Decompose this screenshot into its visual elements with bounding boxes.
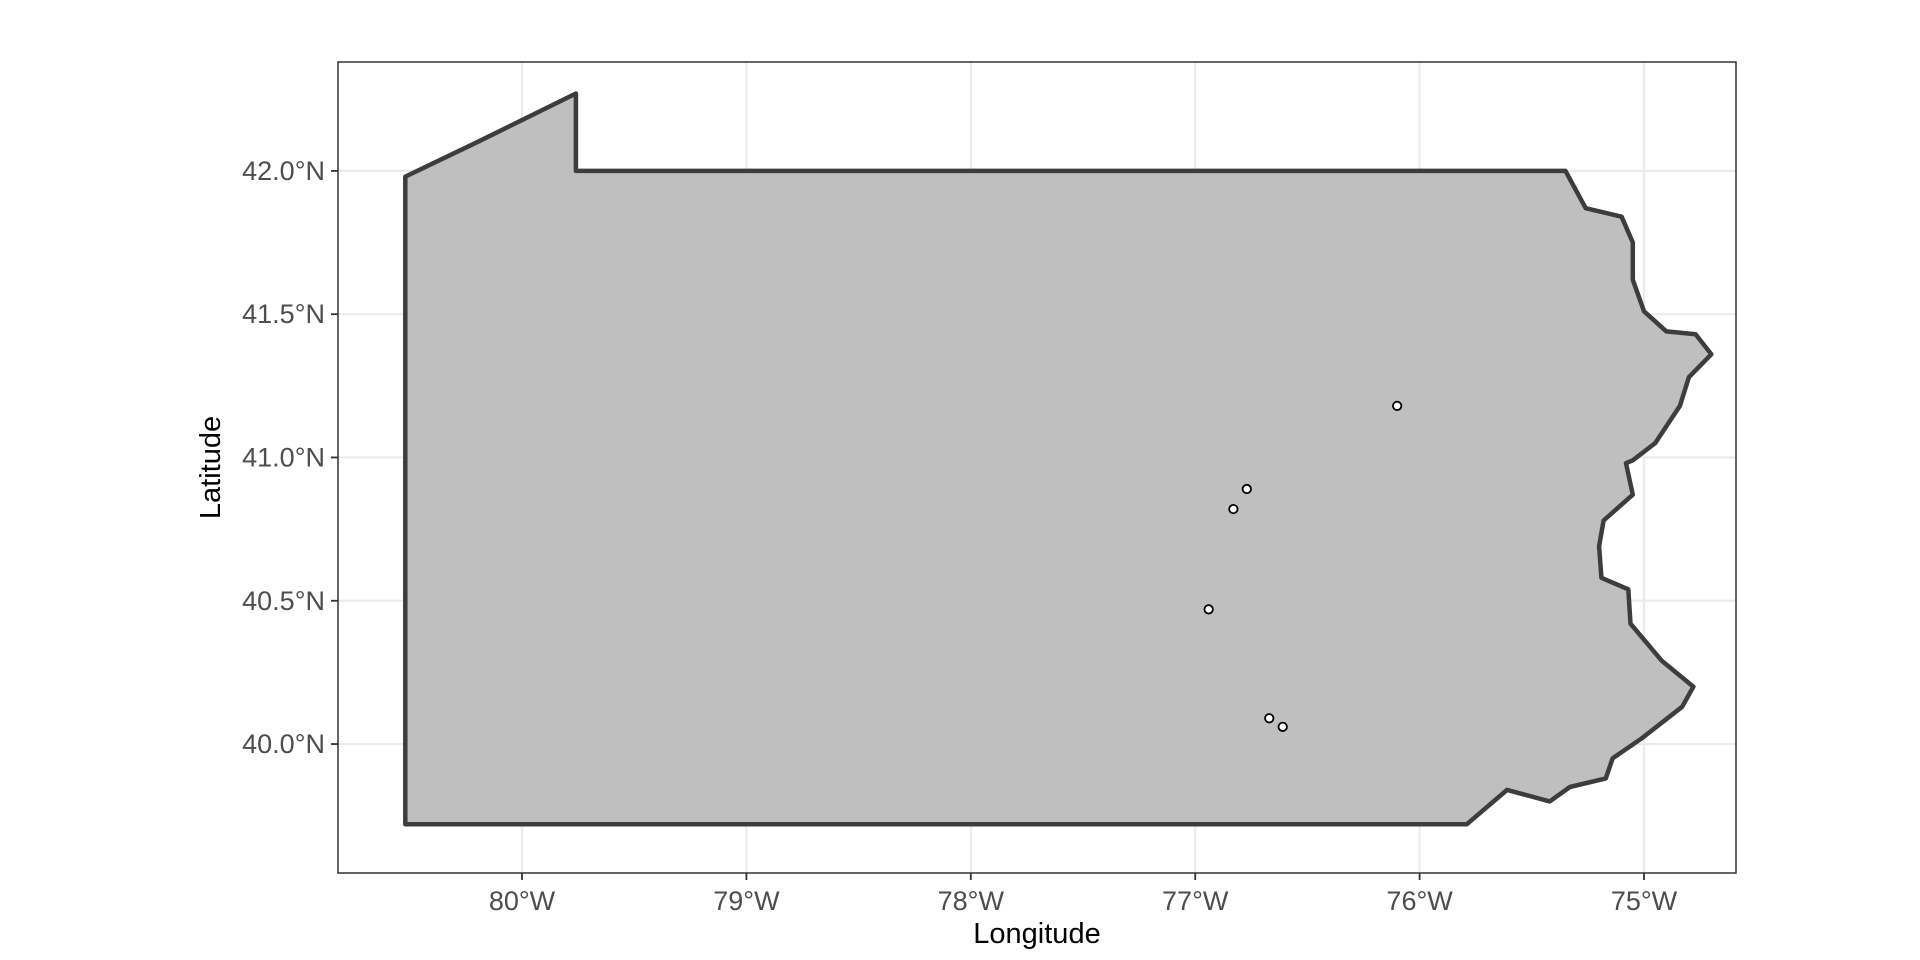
data-point [1203, 604, 1214, 615]
x-tick-label: 80°W [489, 886, 556, 916]
x-tick-label: 75°W [1611, 886, 1678, 916]
x-axis: 80°W 79°W 78°W 77°W 76°W 75°W [489, 873, 1678, 916]
y-tick-label: 41.5°N [242, 299, 325, 329]
state-outline [403, 91, 1714, 827]
x-axis-title: Longitude [973, 918, 1100, 950]
point-markers [1203, 400, 1403, 732]
y-tick-label: 42.0°N [242, 156, 325, 186]
data-point [1241, 483, 1252, 495]
data-point [1392, 400, 1403, 411]
plot-panel-border [337, 61, 1737, 874]
y-axis-title: Latitude [195, 416, 227, 519]
data-point [1228, 503, 1239, 515]
x-tick-label: 76°W [1386, 886, 1453, 916]
y-tick-label: 40.5°N [242, 586, 325, 616]
data-point [1277, 721, 1288, 732]
data-point [1264, 713, 1275, 724]
y-tick-label: 41.0°N [242, 442, 325, 472]
x-tick-label: 77°W [1162, 886, 1229, 916]
x-tick-label: 78°W [938, 886, 1005, 916]
y-axis: 40.0°N 40.5°N 41.0°N 41.5°N 42.0°N [242, 156, 338, 759]
y-tick-label: 40.0°N [242, 729, 325, 759]
x-tick-label: 79°W [713, 886, 780, 916]
